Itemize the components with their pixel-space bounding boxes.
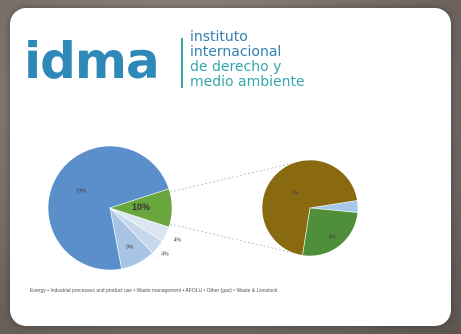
logo-line-4: medio ambiente [190,74,305,90]
detail-pie-slice-label-0: 7% [291,191,299,197]
detail-pie: 7% 4% [261,159,359,257]
connector-line-1 [169,223,303,256]
detail-pie-slice-2 [302,207,359,257]
pie-chart: 73% 10% 4% 4% 9% 7% 4% [47,145,359,271]
detail-pie-slice-label-2: 4% [328,234,336,240]
main-pie: 73% 10% 4% 4% 9% [47,145,182,271]
detail-pie-slice-0 [261,159,358,256]
logo-line-1: instituto [190,29,248,45]
slide: idma instituto internacional de derecho … [10,8,451,326]
main-pie-slice-label-3: 4% [161,251,169,257]
logo-line-3: de derecho y [190,59,282,75]
main-pie-slice-label-4: 9% [126,245,134,251]
connector-lines [169,160,303,256]
main-pie-slice-label-1: 10% [132,202,150,212]
connector-line-0 [169,160,303,193]
main-pie-slice-4 [109,207,153,270]
chart-legend: Energy • Industrial processes and produc… [30,288,278,294]
main-pie-slice-label-0: 73% [76,189,87,195]
main-pie-slice-label-2: 4% [174,238,182,244]
logo-line-2: internacional [190,44,282,60]
main-pie-slice-0 [47,145,170,271]
logo-text: instituto internacional de derecho y med… [190,30,305,90]
logo-divider [181,38,183,88]
idma-logo-mark: idma [24,32,160,90]
